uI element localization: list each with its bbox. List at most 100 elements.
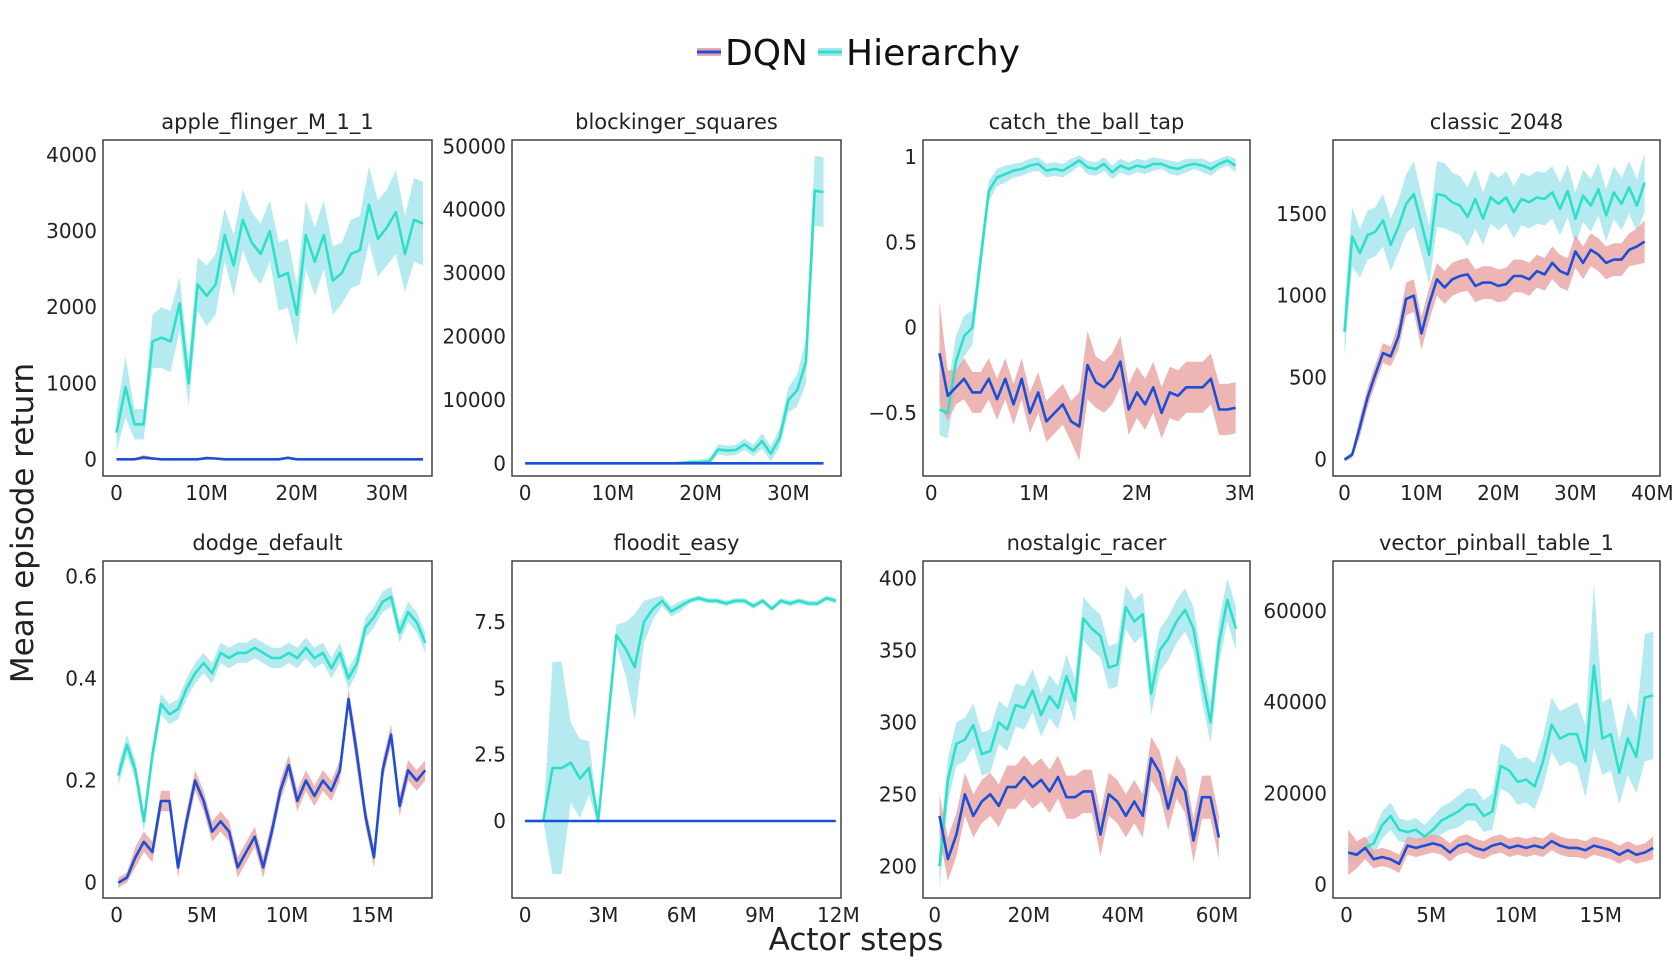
y-tick-label: 0.6 [65,564,97,588]
series-line-hierarchy [117,595,427,823]
panel-dodge-default: dodge_default 0 5M 10M 15M 0 0.2 0.4 0.6 [65,531,433,927]
legend: DQN Hierarchy [697,33,1020,74]
y-tick-label: 60000 [1263,599,1327,623]
y-tick-label: 250 [879,782,917,806]
band-hierarchy [939,578,1236,888]
panel-title: dodge_default [192,531,342,556]
x-tick-label: 10M [185,481,228,505]
y-tick-label: 20000 [442,325,506,349]
band-dqn [1344,220,1645,462]
x-tick-label: 20M [1477,481,1520,505]
panel-title: blockinger_squares [575,110,778,135]
panel-frame [1332,139,1661,477]
series-line-dqn [117,697,427,884]
y-tick-label: 20000 [1263,781,1327,805]
y-tick-label: 0 [1314,448,1327,472]
panel-frame [511,139,842,477]
legend-label-hierarchy: Hierarchy [846,33,1020,74]
panel-plot-area [938,578,1238,888]
x-tick-label: 15M [351,903,394,927]
panel-vector-pinball-table-1: vector_pinball_table_1 0 5M 10M 15M 0 20000 400… [1263,531,1661,927]
band-hierarchy [525,595,836,875]
series-line-hierarchy [115,203,424,433]
x-tick-label: 0 [110,903,123,927]
panel-title: nostalgic_racer [1007,531,1167,556]
band-dqn [939,302,1236,461]
y-tick-label: 0 [1314,872,1327,896]
x-tick-label: 20M [275,481,318,505]
panel-title: catch_the_ball_tap [989,110,1185,135]
panel-plot-area [525,595,837,875]
x-axis-label: Actor steps [769,922,944,958]
panel-catch-the-ball-tap: catch_the_ball_tap 0 1M 2M 3M −0.5 0 0.5 1 [868,110,1254,505]
panel-nostalgic-racer: nostalgic_racer 0 20M 40M 60M 200 250 300 350 400 [879,531,1251,927]
panel-frame [1332,560,1661,899]
y-tick-label: 10000 [442,388,506,412]
band-hierarchy [1348,583,1654,864]
panel-title: vector_pinball_table_1 [1379,531,1614,556]
y-tick-label: 1000 [46,371,97,395]
panel-plot-area [938,155,1237,461]
y-tick-label: 0 [493,809,506,833]
x-tick-label: 10M [1400,481,1443,505]
y-tick-label: 500 [1289,366,1327,390]
x-tick-label: 0 [519,481,532,505]
x-tick-label: 40M [1102,903,1145,927]
series-line-hierarchy [939,159,1237,415]
y-axis-label: Mean episode return [5,363,41,683]
y-tick-label: 0.2 [65,769,97,793]
x-tick-label: 6M [667,903,697,927]
panels: apple_flinger_M_1_10 10M 20M 30M01000200030… [46,110,1674,927]
series-line-dqn [1347,839,1654,866]
x-tick-label: 5M [187,903,217,927]
y-tick-label: 200 [879,854,917,878]
y-tick-label: 1000 [1276,284,1327,308]
x-tick-label: 15M [1579,903,1622,927]
x-tick-label: 0 [519,903,532,927]
y-tick-label: 50000 [442,134,506,158]
y-tick-label: −0.5 [868,401,917,425]
y-tick-label: 40000 [442,198,506,222]
series-line-dqn [938,352,1236,428]
x-tick-label: 20M [679,481,722,505]
x-tick-label: 20M [1008,903,1051,927]
y-tick-label: 2000 [46,295,97,319]
x-tick-label: 5M [1416,903,1446,927]
panel-plot-area [117,586,427,888]
x-tick-label: 3M [588,903,618,927]
y-tick-label: 400 [879,566,917,590]
band-dqn [118,688,426,888]
y-tick-label: 3000 [46,219,97,243]
y-tick-label: 5 [493,676,506,700]
panel-plot-area [525,155,824,465]
legend-label-dqn: DQN [725,33,808,74]
panel-blockinger-squares: blockinger_squares 0 10M 20M 30M 0 10000 20000 3… [442,110,842,505]
y-tick-label: 0 [84,871,97,895]
y-tick-label: 0.5 [885,230,917,254]
series-line-hierarchy [1347,664,1654,857]
y-tick-label: 2.5 [474,743,506,767]
y-tick-label: 300 [879,710,917,734]
y-tick-label: 0.4 [65,666,97,690]
x-tick-label: 30M [366,481,409,505]
x-tick-label: 10M [266,903,309,927]
x-tick-label: 0 [925,481,938,505]
y-tick-label: 4000 [46,143,97,167]
series-line-hierarchy [525,596,837,823]
series-line-hierarchy [525,189,824,465]
y-tick-label: 40000 [1263,690,1327,714]
y-tick-label: 1500 [1276,202,1327,226]
x-tick-label: 12M [817,903,860,927]
panel-frame [102,139,433,477]
x-tick-label: 40M [1631,481,1674,505]
panel-classic-2048: classic_2048 0 10M 20M 30M 40M 0 500 1000 1500 [1276,110,1674,505]
y-tick-label: 350 [879,638,917,662]
x-tick-label: 3M [1225,481,1255,505]
y-tick-label: 1 [904,145,917,169]
panel-title: classic_2048 [1430,110,1563,135]
x-tick-label: 0 [1338,481,1351,505]
band-dqn [1348,829,1654,876]
panel-plot-area [1347,583,1654,876]
panel-floodit-easy: floodit_easy 0 3M 6M 9M 12M 0 2.5 5 7.5 [474,531,860,927]
